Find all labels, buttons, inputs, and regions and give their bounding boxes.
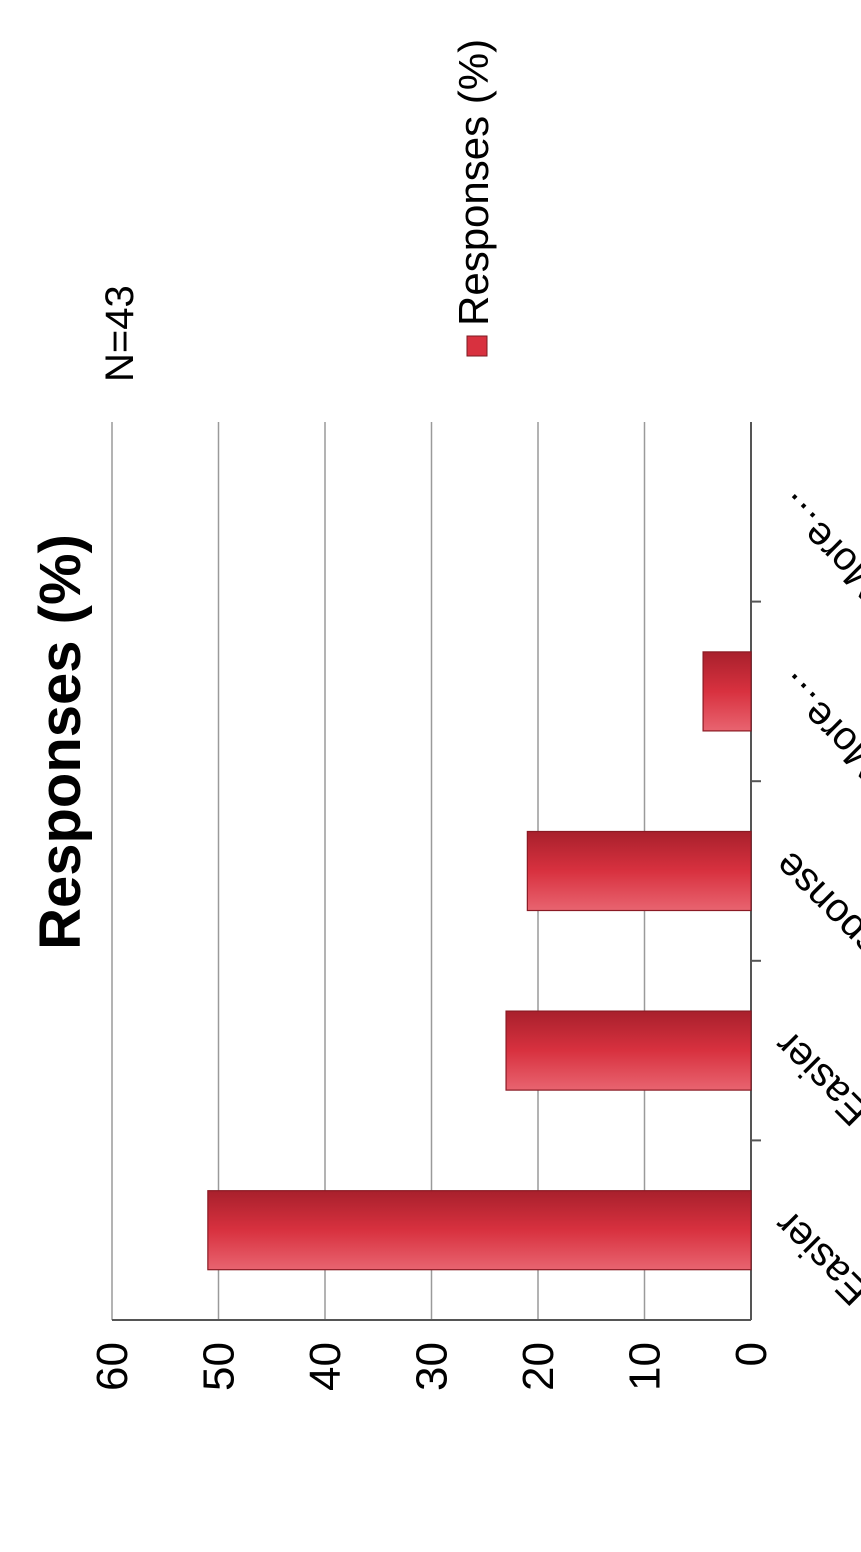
y-tick-label: 60 [88, 1342, 137, 1391]
legend-label: Responses (%) [450, 39, 497, 326]
y-tick-label: 0 [727, 1342, 776, 1366]
y-tick-label: 10 [621, 1342, 670, 1391]
bars [207, 651, 752, 1271]
y-tick-label: 30 [408, 1342, 457, 1391]
category-label: Significantly Easier [766, 1202, 861, 1472]
bar [702, 651, 752, 732]
bar [505, 1010, 752, 1091]
bar [526, 830, 752, 912]
y-tick-label: 40 [301, 1342, 350, 1391]
legend: Responses (%) [450, 39, 497, 357]
legend-swatch [466, 335, 488, 357]
bar [207, 1190, 752, 1271]
y-tick-label: 20 [514, 1342, 563, 1391]
y-tick-labels: 0 10 20 30 40 50 60 [88, 1342, 776, 1391]
sample-size-note: N=43 [98, 285, 142, 382]
chart-title: Responses (%) [28, 534, 93, 950]
y-tick-label: 50 [195, 1342, 244, 1391]
